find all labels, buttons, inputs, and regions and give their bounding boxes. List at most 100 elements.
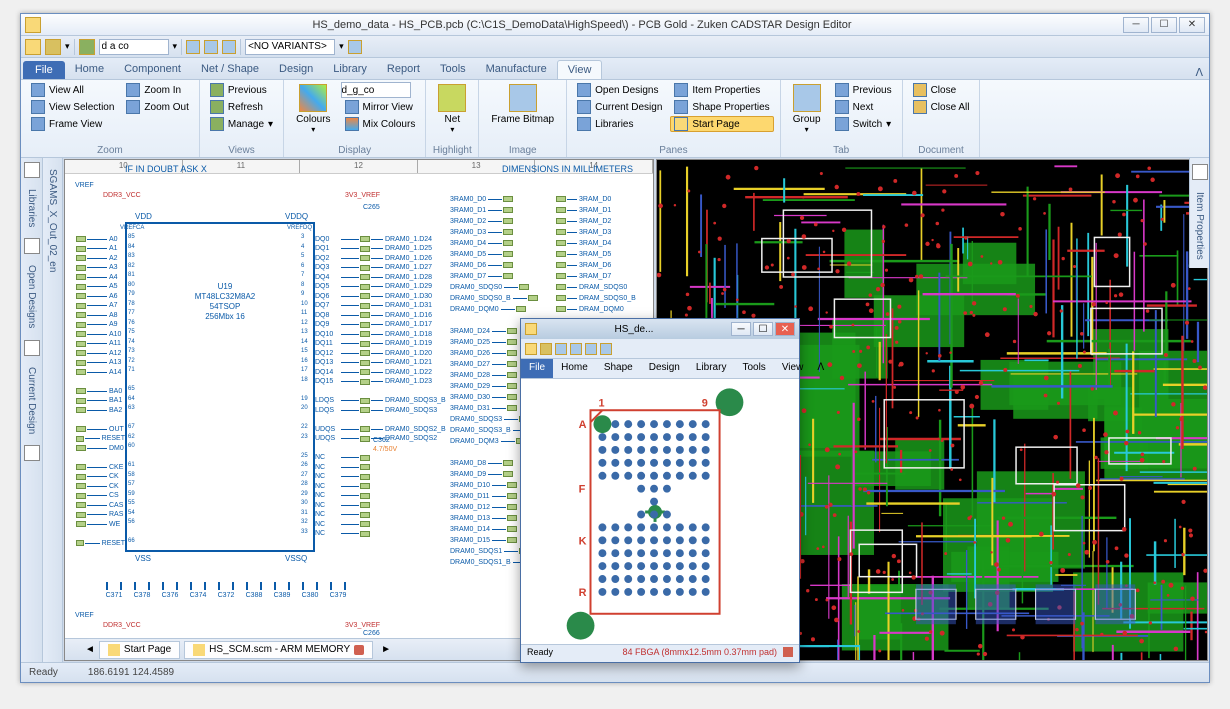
ribbon-tab-report[interactable]: Report [377,60,430,79]
current-design-button[interactable]: Current Design [573,99,666,115]
close-button[interactable]: ✕ [1179,17,1205,33]
open-designs-button[interactable]: Open Designs [573,82,666,98]
ribbon-group-panes: Open Designs Current Design Libraries It… [567,80,781,157]
qat-undo-icon[interactable] [79,39,95,55]
float-qat-icon[interactable] [525,343,537,355]
side-icon[interactable] [24,162,40,178]
qat-tool-icon[interactable] [348,40,362,54]
tab-next-button[interactable]: Next [831,99,896,115]
side-tab-current-design[interactable]: Current Design [23,360,40,441]
item-properties-button[interactable]: Item Properties [670,82,773,98]
start-page-button[interactable]: Start Page [670,116,773,132]
float-qat-icon[interactable] [585,343,597,355]
doc-tab[interactable]: Start Page [99,641,180,659]
tab-scroll-right[interactable]: ► [381,644,391,655]
float-tab-close-icon[interactable] [783,647,793,657]
svg-text:R: R [579,587,587,599]
float-ribbon-collapse[interactable]: ᐱ [811,359,830,378]
side-tab-libraries[interactable]: Libraries [23,182,40,234]
qat-layer-input[interactable] [99,39,169,55]
zoom-out-button[interactable]: Zoom Out [122,99,192,115]
zoom-in-button[interactable]: Zoom In [122,82,192,98]
doc-tab[interactable]: HS_SCM.scm - ARM MEMORY [184,641,373,659]
qat-tool-icon[interactable] [186,40,200,54]
status-coords: 186.6191 124.4589 [88,667,174,678]
file-tab[interactable]: File [23,61,65,79]
svg-text:A: A [579,419,587,431]
float-qat-icon[interactable] [570,343,582,355]
float-qat [521,339,799,359]
status-ready: Ready [29,667,58,678]
ribbon-tab-net---shape[interactable]: Net / Shape [191,60,269,79]
float-tabs: File HomeShapeDesignLibraryToolsView ᐱ [521,359,799,379]
app-icon [25,17,41,33]
float-titlebar: HS_de... ─ ☐ ✕ [521,319,799,339]
colour-scheme-input[interactable] [341,82,411,98]
maximize-button[interactable]: ☐ [1151,17,1177,33]
side-tab-item-properties[interactable]: Item Properties [1192,184,1207,268]
float-tab-view[interactable]: View [774,359,812,378]
float-tab-library[interactable]: Library [688,359,735,378]
close-all-button[interactable]: Close All [909,99,974,115]
side-tab-open-designs[interactable]: Open Designs [23,258,40,335]
float-qat-icon[interactable] [540,343,552,355]
float-qat-icon[interactable] [600,343,612,355]
previous-view-button[interactable]: Previous [206,82,277,98]
qat-save-icon[interactable] [45,39,61,55]
tab-scroll-left[interactable]: ◄ [85,644,95,655]
side-icon[interactable] [24,238,40,254]
right-side-tabs: Item Properties [1189,158,1209,268]
float-status-ready: Ready [527,647,553,660]
qat-variant-input[interactable] [245,39,335,55]
sch-header-left: IF IN DOUBT ASK X [125,164,207,174]
ribbon-collapse-icon[interactable]: ᐱ [1195,66,1209,79]
svg-text:F: F [579,484,586,496]
float-minimize[interactable]: ─ [731,322,751,336]
tab-previous-button[interactable]: Previous [831,82,896,98]
ribbon-tab-design[interactable]: Design [269,60,323,79]
frame-view-button[interactable]: Frame View [27,116,118,132]
float-window[interactable]: HS_de... ─ ☐ ✕ File HomeShapeDesignLibra… [520,318,800,663]
float-tab-tools[interactable]: Tools [734,359,773,378]
ribbon-tab-library[interactable]: Library [323,60,377,79]
sch-header-right: DIMENSIONS IN MILLIMETERS [502,164,633,174]
float-qat-icon[interactable] [555,343,567,355]
libraries-button[interactable]: Libraries [573,116,666,132]
float-tab-design[interactable]: Design [641,359,688,378]
ribbon-tab-manufacture[interactable]: Manufacture [476,60,557,79]
float-canvas[interactable]: AFKR19 [521,379,799,644]
statusbar: Ready 186.6191 124.4589 [21,662,1209,682]
view-all-button[interactable]: View All [27,82,118,98]
view-selection-button[interactable]: View Selection [27,99,118,115]
mix-colours-button[interactable]: Mix Colours [341,116,420,132]
svg-text:1: 1 [598,397,604,409]
tab-switch-button[interactable]: Switch ▾ [831,116,896,132]
left-side-extra: SGAMS_X_Out_02_en [43,158,63,662]
ribbon-tab-tools[interactable]: Tools [430,60,476,79]
manage-views-button[interactable]: Manage ▾ [206,116,277,132]
float-title: HS_de... [537,324,731,335]
ribbon-group-highlight: Net▾ Highlight [426,80,479,157]
float-maximize[interactable]: ☐ [753,322,773,336]
float-tab-shape[interactable]: Shape [596,359,641,378]
float-close[interactable]: ✕ [775,322,795,336]
qat-icon[interactable] [25,39,41,55]
mirror-view-button[interactable]: Mirror View [341,99,420,115]
qat-tool-icon[interactable] [222,40,236,54]
float-status: Ready 84 FBGA (8mmx12.5mm 0.37mm pad) [521,644,799,662]
minimize-button[interactable]: ─ [1123,17,1149,33]
ribbon-tab-view[interactable]: View [557,60,603,79]
close-doc-button[interactable]: Close [909,82,974,98]
side-extra-label[interactable]: SGAMS_X_Out_02_en [44,162,61,279]
side-icon[interactable] [1192,164,1208,180]
ribbon-tab-home[interactable]: Home [65,60,114,79]
left-side-tabs: Libraries Open Designs Current Design [21,158,43,662]
side-icon[interactable] [24,340,40,356]
refresh-button[interactable]: Refresh [206,99,277,115]
qat-tool-icon[interactable] [204,40,218,54]
ribbon-tab-component[interactable]: Component [114,60,191,79]
float-file-tab[interactable]: File [521,359,553,378]
shape-properties-button[interactable]: Shape Properties [670,99,773,115]
float-tab-home[interactable]: Home [553,359,596,378]
side-icon[interactable] [24,445,40,461]
